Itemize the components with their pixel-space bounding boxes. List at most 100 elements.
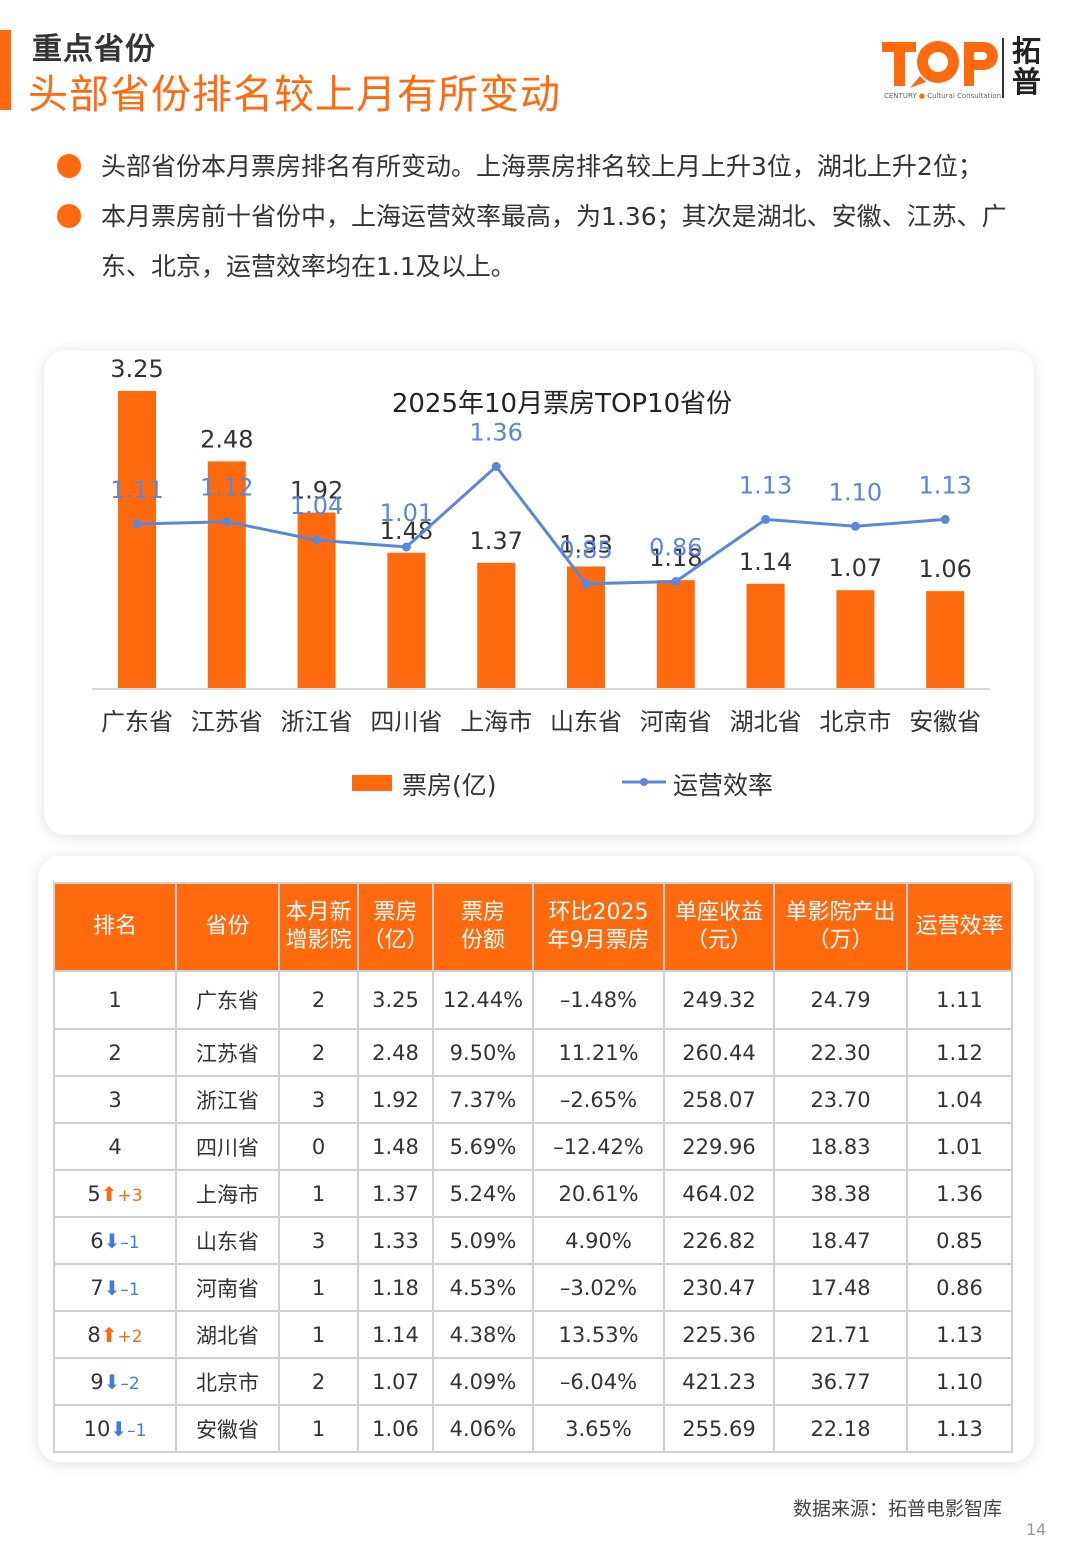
header-text: 运营效率 [915, 914, 1004, 939]
x-tick-label: 山东省 [550, 708, 622, 736]
cell-box: 1.48 [357, 1122, 434, 1171]
table-header-cell: 运营效率 [906, 882, 1013, 972]
bullet-dot-icon [57, 204, 81, 228]
table-header-cell: 单影院产出 （万） [773, 882, 908, 972]
bar [926, 591, 965, 688]
section-title: 重点省份 [32, 32, 156, 67]
cell-cinema: 36.77 [773, 1357, 908, 1406]
cell-new: 3 [278, 1216, 359, 1265]
cell-seat: 225.36 [663, 1310, 775, 1359]
cell-new: 1 [278, 1404, 359, 1453]
cell-mom: 4.90% [532, 1216, 665, 1265]
cell-seat: 421.23 [663, 1357, 775, 1406]
line-point [312, 535, 322, 545]
bar [477, 562, 516, 688]
rank-number: 10 [83, 1416, 111, 1441]
legend-bar-swatch [352, 775, 392, 791]
cell-mom: –12.42% [532, 1122, 665, 1171]
cell-new: 1 [278, 1263, 359, 1312]
page-number: 14 [1026, 1520, 1047, 1539]
data-source: 数据来源：拓普电影智库 [793, 1498, 1003, 1520]
cell-mom: 13.53% [532, 1310, 665, 1359]
x-tick-label: 四川省 [370, 708, 442, 736]
cell-seat: 226.82 [663, 1216, 775, 1265]
header-text: 票房 [373, 900, 418, 925]
table-body: 1 广东省 2 3.25 12.44% –1.48% 249.32 24.79 1.11 2 江苏省… [53, 970, 1013, 1453]
logo-cn: 拓普 [1012, 34, 1042, 99]
cell-share: 4.06% [432, 1404, 534, 1453]
cell-new: 2 [278, 1357, 359, 1406]
rank-cell: 4 [53, 1122, 177, 1171]
cell-share: 12.44% [432, 970, 534, 1030]
cell-cinema: 23.70 [773, 1075, 908, 1124]
header-text: 年9月票房 [547, 928, 650, 953]
rank-change: –1 [120, 1279, 140, 1300]
cell-seat: 255.69 [663, 1404, 775, 1453]
header-text: 环比2025 [548, 900, 649, 925]
table-header-row: 排名 省份 本月新 增影院 票房 （亿） 票房 份额 环比2025 年9月票房 单座收益 （元） 单影院… [53, 882, 1013, 972]
rank-cell: 10⬇–1 [53, 1404, 177, 1453]
table-row: 2 江苏省 2 2.48 9.50% 11.21% 260.44 22.30 1.12 [53, 1028, 1013, 1077]
legend-bar-label: 票房(亿) [402, 771, 497, 800]
table-header-cell: 单座收益 （元） [663, 882, 775, 972]
cell-box: 1.33 [357, 1216, 434, 1265]
cell-seat: 260.44 [663, 1028, 775, 1077]
line-point [222, 517, 232, 527]
arrow-down-icon: ⬇ [103, 1369, 121, 1394]
cell-mom: –3.02% [532, 1263, 665, 1312]
bullet-text: 头部省份本月票房排名有所变动。上海票房排名较上月上升3位，湖北上升2位； [101, 152, 983, 181]
rank-number: 4 [108, 1134, 122, 1159]
line-value-label: 1.01 [380, 499, 433, 527]
table-header-cell: 省份 [175, 882, 280, 972]
rank-cell: 5⬆+3 [53, 1169, 177, 1218]
bar [387, 552, 426, 688]
rank-cell: 6⬇–1 [53, 1216, 177, 1265]
bar-value-label: 1.07 [829, 554, 882, 582]
bar-value-label: 2.48 [200, 425, 253, 453]
cell-box: 1.37 [357, 1169, 434, 1218]
bar [207, 461, 246, 688]
rank-cell: 3 [53, 1075, 177, 1124]
bar-value-label: 1.06 [918, 555, 971, 583]
logo-sub-century: CENTURY [884, 92, 917, 100]
legend-line-label: 运营效率 [673, 771, 774, 800]
cell-share: 4.09% [432, 1357, 534, 1406]
page-title: 头部省份排名较上月有所变动 [28, 72, 561, 118]
cell-share: 7.37% [432, 1075, 534, 1124]
bullet-item: 头部省份本月票房排名有所变动。上海票房排名较上月上升3位，湖北上升2位； [55, 142, 1035, 192]
rank-number: 1 [108, 988, 122, 1012]
title-accent-bar [0, 30, 11, 110]
rank-change: –1 [127, 1420, 147, 1441]
table-row: 3 浙江省 3 1.92 7.37% –2.65% 258.07 23.70 1.04 [53, 1075, 1013, 1124]
table-header-cell: 环比2025 年9月票房 [532, 882, 665, 972]
cell-province: 四川省 [175, 1122, 280, 1171]
header-text: 增影院 [285, 928, 352, 953]
cell-cinema: 22.30 [773, 1028, 908, 1077]
rank-number: 8 [87, 1322, 101, 1347]
cell-province: 广东省 [175, 970, 280, 1030]
line-point [401, 542, 411, 552]
rank-number: 2 [108, 1040, 122, 1065]
rank-cell: 1 [53, 970, 177, 1030]
cell-seat: 230.47 [663, 1263, 775, 1312]
table-row: 1 广东省 2 3.25 12.44% –1.48% 249.32 24.79 1.11 [53, 970, 1013, 1030]
summary-bullets: 头部省份本月票房排名有所变动。上海票房排名较上月上升3位，湖北上升2位； 本月票… [55, 142, 1035, 292]
header-text: 票房 [460, 900, 505, 925]
cell-province: 北京市 [175, 1357, 280, 1406]
x-tick-label: 广东省 [101, 708, 173, 736]
cell-cinema: 22.18 [773, 1404, 908, 1453]
cell-eff: 0.85 [906, 1216, 1013, 1265]
bar [836, 590, 875, 688]
x-tick-label: 北京市 [819, 708, 891, 736]
cell-province: 山东省 [175, 1216, 280, 1265]
cell-box: 1.92 [357, 1075, 434, 1124]
header-text: 单座收益 [674, 900, 763, 925]
line-value-label: 1.12 [200, 474, 253, 502]
cell-province: 上海市 [175, 1169, 280, 1218]
cell-mom: 3.65% [532, 1404, 665, 1453]
cell-eff: 0.86 [906, 1263, 1013, 1312]
cell-cinema: 18.47 [773, 1216, 908, 1265]
cell-cinema: 38.38 [773, 1169, 908, 1218]
line-value-label: 0.85 [559, 536, 612, 564]
header-text: （万） [807, 928, 874, 953]
